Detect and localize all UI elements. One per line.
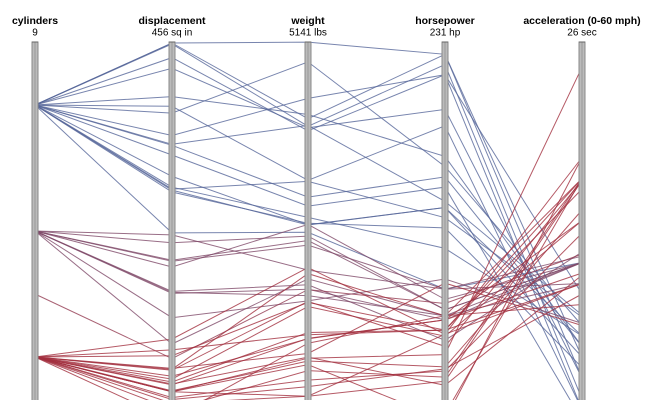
axis-name: horsepower	[415, 15, 475, 27]
tick-label: 456 sq in	[152, 28, 193, 39]
tick-label: 5141 lbs	[289, 28, 327, 39]
axis-name: acceleration (0-60 mph)	[523, 15, 640, 27]
axis-name: weight	[290, 15, 325, 27]
axis-name: cylinders	[12, 15, 58, 27]
axis-name: displacement	[138, 15, 206, 27]
tick-label: 9	[32, 28, 38, 39]
tick-label: 26 sec	[567, 28, 596, 39]
tick-label: 231 hp	[430, 28, 461, 39]
record-line	[34, 178, 583, 400]
